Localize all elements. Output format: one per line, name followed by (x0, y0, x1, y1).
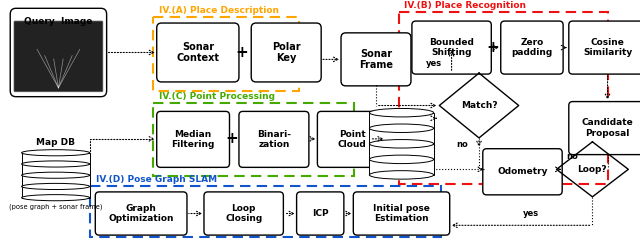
Text: IV.(C) Point Processing: IV.(C) Point Processing (159, 92, 275, 100)
Ellipse shape (369, 171, 434, 179)
FancyBboxPatch shape (157, 23, 239, 82)
FancyBboxPatch shape (204, 192, 284, 235)
FancyBboxPatch shape (317, 111, 387, 167)
Bar (22, 187, 90, 198)
Text: Graph
Optimization: Graph Optimization (108, 204, 174, 223)
Text: Polar
Key: Polar Key (272, 42, 301, 63)
Text: Point
Cloud: Point Cloud (338, 130, 367, 149)
Bar (399, 12, 609, 184)
Text: Match?: Match? (461, 101, 497, 110)
Text: Median
Filtering: Median Filtering (172, 130, 215, 149)
Text: +: + (236, 45, 248, 60)
Text: IV.(B) Place Recognition: IV.(B) Place Recognition (404, 1, 526, 10)
FancyBboxPatch shape (569, 101, 640, 154)
FancyBboxPatch shape (412, 21, 492, 74)
Text: Odometry: Odometry (497, 167, 548, 176)
Text: IV.(D) Pose Graph SLAM: IV.(D) Pose Graph SLAM (96, 175, 218, 184)
Text: no: no (456, 140, 468, 149)
Bar (22, 164, 90, 175)
Ellipse shape (22, 150, 90, 156)
Bar (22, 175, 90, 187)
Text: +: + (225, 131, 238, 146)
FancyBboxPatch shape (239, 111, 309, 167)
FancyBboxPatch shape (252, 23, 321, 82)
FancyBboxPatch shape (500, 21, 563, 74)
Text: Map DB: Map DB (36, 138, 75, 147)
Text: Binari-
zation: Binari- zation (257, 130, 291, 149)
Bar (369, 144, 434, 159)
Text: Query  Image: Query Image (24, 17, 93, 26)
FancyBboxPatch shape (14, 21, 103, 92)
Text: yes: yes (426, 59, 442, 68)
Ellipse shape (22, 172, 90, 178)
Text: IV.(A) Place Description: IV.(A) Place Description (159, 6, 278, 15)
Bar (22, 153, 90, 164)
Text: Bounded
Shifting: Bounded Shifting (429, 38, 474, 57)
FancyBboxPatch shape (296, 192, 344, 235)
Bar (369, 113, 434, 128)
FancyBboxPatch shape (95, 192, 187, 235)
Bar (369, 159, 434, 175)
Ellipse shape (22, 195, 90, 201)
Text: ICP: ICP (312, 209, 328, 218)
FancyBboxPatch shape (10, 8, 107, 97)
Bar (153, 103, 355, 176)
Bar (369, 128, 434, 144)
FancyBboxPatch shape (157, 111, 230, 167)
Bar (153, 17, 300, 91)
FancyBboxPatch shape (483, 149, 562, 195)
Text: (pose graph + sonar frame): (pose graph + sonar frame) (9, 204, 102, 210)
FancyBboxPatch shape (341, 33, 411, 86)
FancyBboxPatch shape (569, 21, 640, 74)
Text: Loop
Closing: Loop Closing (225, 204, 262, 223)
Ellipse shape (369, 140, 434, 148)
Ellipse shape (369, 124, 434, 133)
Ellipse shape (369, 155, 434, 164)
Text: Cosine
Similarity: Cosine Similarity (583, 38, 632, 57)
Text: yes: yes (523, 209, 539, 218)
Text: Initial pose
Estimation: Initial pose Estimation (373, 204, 430, 223)
Text: Loop?: Loop? (578, 165, 607, 174)
Text: Candidate
Proposal: Candidate Proposal (582, 118, 634, 138)
Ellipse shape (369, 108, 434, 117)
Text: Sonar
Frame: Sonar Frame (359, 49, 393, 70)
Text: Sonar
Context: Sonar Context (177, 42, 220, 63)
FancyBboxPatch shape (353, 192, 450, 235)
Text: Zero
padding: Zero padding (511, 38, 552, 57)
Text: +: + (487, 40, 500, 55)
Ellipse shape (22, 161, 90, 167)
Bar (90, 186, 441, 237)
Ellipse shape (22, 183, 90, 189)
Text: no: no (566, 153, 577, 161)
